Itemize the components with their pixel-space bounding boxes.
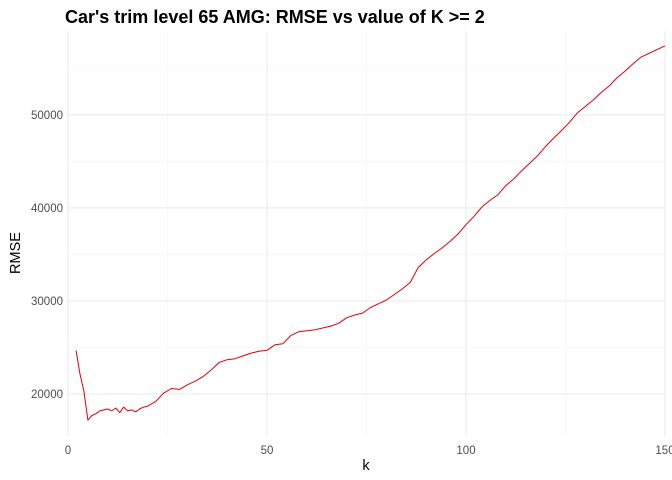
x-axis-ticks: 0 50 100 150 [65,445,672,457]
y-tick-label: 20000 [31,389,63,401]
rmse-series-line [75,45,666,421]
chart-title: Car's trim level 65 AMG: RMSE vs value o… [65,7,485,27]
y-tick-label: 50000 [31,110,63,122]
x-axis-label: k [362,458,370,474]
x-tick-label: 100 [456,445,475,457]
y-tick-label: 40000 [31,203,63,215]
y-axis-label: RMSE [8,232,24,274]
x-tick-label: 50 [261,445,274,457]
y-axis-ticks: 20000 30000 40000 50000 [31,110,63,401]
series-layer [75,45,666,421]
grid [67,31,666,436]
x-tick-label: 0 [65,445,71,457]
y-tick-label: 30000 [31,296,63,308]
x-tick-label: 150 [655,445,672,457]
